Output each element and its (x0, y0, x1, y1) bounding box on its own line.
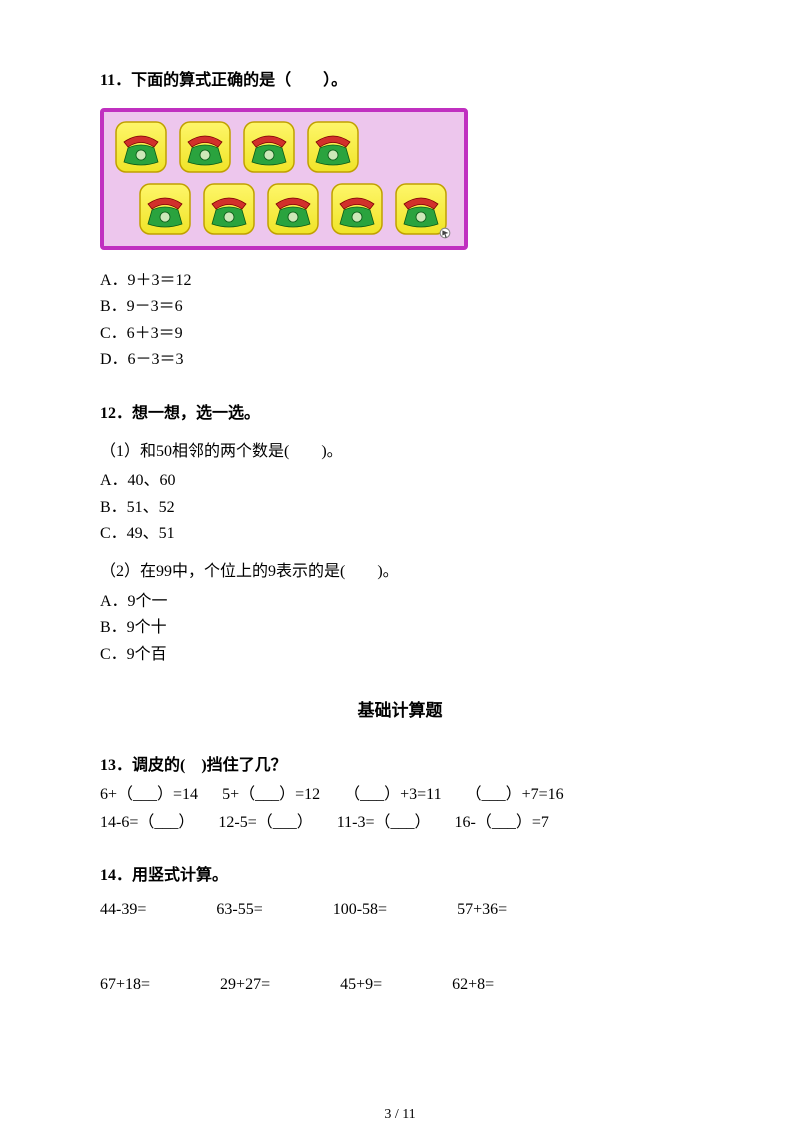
q14-title: 14．用竖式计算。 (100, 863, 700, 889)
q12-part1-option-a: A．40、60 (100, 468, 700, 494)
phone-icon (114, 120, 168, 174)
phone-icon (178, 120, 232, 174)
q11-option-d: D．6－3＝3 (100, 347, 700, 373)
section-title: 基础计算题 (100, 697, 700, 724)
q14-row-1: 44-39= 63-55= 100-58= 57+36= (100, 897, 700, 923)
q13-r2c1: 14-6=（___） (100, 810, 194, 836)
q14-r1c4: 57+36= (457, 897, 507, 923)
phone-icon (138, 182, 192, 236)
phone-icon (242, 120, 296, 174)
phone-icon (306, 120, 360, 174)
q14-r1c1: 44-39= (100, 897, 146, 923)
q12-part1-option-b: B．51、52 (100, 495, 700, 521)
q12-part2-option-a: A．9个一 (100, 589, 700, 615)
q13-r1c3: （___）+3=11 (344, 782, 441, 808)
q11-options: A．9＋3＝12 B．9－3＝6 C．6＋3＝9 D．6－3＝3 (100, 268, 700, 373)
q13-r2c4: 16-（___）=7 (454, 810, 548, 836)
q11-title: 11．下面的算式正确的是（ ）。 (100, 68, 700, 94)
q12-part1-stem: （1）和50相邻的两个数是( )。 (100, 439, 700, 465)
phone-row-2 (114, 182, 454, 236)
q12-title: 12．想一想，选一选。 (100, 401, 700, 427)
phone-row-1 (114, 120, 454, 174)
page-number: 3 / 11 (0, 1104, 800, 1126)
q13-r2c3: 11-3=（___） (337, 810, 431, 836)
q14-r2c2: 29+27= (220, 972, 270, 998)
q13-title: 13．调皮的( )挡住了几？ (100, 753, 700, 779)
phone-icon (394, 182, 448, 236)
q13-r1c1: 6+（___）=14 (100, 782, 198, 808)
q13-row-2: 14-6=（___） 12-5=（___） 11-3=（___） 16-（___… (100, 810, 700, 836)
q13-r1c4: （___）+7=16 (466, 782, 564, 808)
q12-part2-options: A．9个一 B．9个十 C．9个百 (100, 589, 700, 668)
phone-icon (266, 182, 320, 236)
q12-part1-option-c: C．49、51 (100, 521, 700, 547)
q13-r2c2: 12-5=（___） (218, 810, 312, 836)
q14-r2c1: 67+18= (100, 972, 150, 998)
q11-option-a: A．9＋3＝12 (100, 268, 700, 294)
q11-option-b: B．9－3＝6 (100, 294, 700, 320)
q12-part2-option-b: B．9个十 (100, 615, 700, 641)
phone-icon (202, 182, 256, 236)
q14-row-2: 67+18= 29+27= 45+9= 62+8= (100, 972, 700, 998)
q14-r2c3: 45+9= (340, 972, 382, 998)
q11-figure (100, 108, 468, 250)
q14-r1c2: 63-55= (216, 897, 262, 923)
q13-r1c2: 5+（___）=12 (222, 782, 320, 808)
q13-row-1: 6+（___）=14 5+（___）=12 （___）+3=11 （___）+7… (100, 782, 700, 808)
q11-option-c: C．6＋3＝9 (100, 321, 700, 347)
q12-part2-stem: （2）在99中，个位上的9表示的是( )。 (100, 559, 700, 585)
q12-part2-option-c: C．9个百 (100, 642, 700, 668)
phone-icon (330, 182, 384, 236)
q12-part1-options: A．40、60 B．51、52 C．49、51 (100, 468, 700, 547)
q14-r2c4: 62+8= (452, 972, 494, 998)
q14-r1c3: 100-58= (333, 897, 387, 923)
